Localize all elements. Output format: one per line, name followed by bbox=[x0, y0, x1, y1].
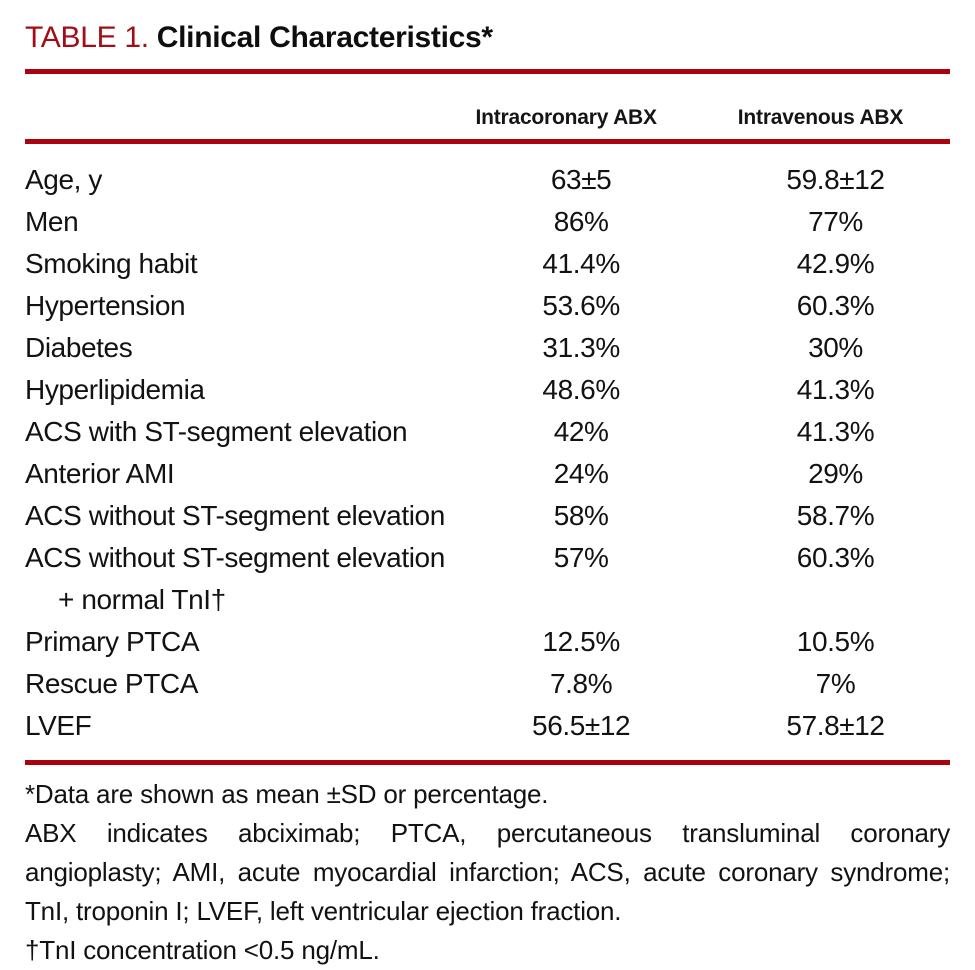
table-row-acs-without-st: ACS without ST-segment elevation 58% 58.… bbox=[25, 495, 950, 537]
table-row-normal-tni-continuation: + normal TnI† bbox=[25, 579, 950, 621]
row-label: Diabetes bbox=[25, 332, 133, 363]
top-rule bbox=[25, 69, 950, 74]
row-label-continuation: + normal TnI† bbox=[58, 584, 226, 615]
table-row-smoking: Smoking habit 41.4% 42.9% bbox=[25, 243, 950, 285]
row-label: Men bbox=[25, 206, 79, 237]
value-intravenous: 41.3% bbox=[796, 416, 875, 447]
value-intracoronary: 57% bbox=[553, 542, 609, 573]
value-intracoronary: 48.6% bbox=[542, 374, 620, 405]
row-label: ACS without ST-segment elevation bbox=[25, 500, 445, 531]
row-label: Hypertension bbox=[25, 290, 186, 321]
table-row-lvef: LVEF 56.5±12 57.8±12 bbox=[25, 705, 950, 747]
value-intracoronary: 63±5 bbox=[550, 164, 612, 195]
table-row-hyperlipidemia: Hyperlipidemia 48.6% 41.3% bbox=[25, 369, 950, 411]
value-intravenous: 10.5% bbox=[796, 626, 875, 657]
value-intracoronary: 58% bbox=[553, 500, 609, 531]
value-intravenous: 77% bbox=[808, 206, 863, 237]
table-row-primary-ptca: Primary PTCA 12.5% 10.5% bbox=[25, 621, 950, 663]
table-row-acs-with-st: ACS with ST-segment elevation 42% 41.3% bbox=[25, 411, 950, 453]
row-label: Rescue PTCA bbox=[25, 668, 198, 699]
value-intravenous: 42.9% bbox=[796, 248, 875, 279]
table-title-text: Clinical Characteristics* bbox=[156, 21, 493, 54]
bottom-rule bbox=[25, 760, 950, 765]
row-label: Smoking habit bbox=[25, 248, 198, 279]
value-intracoronary: 7.8% bbox=[550, 668, 613, 699]
value-intravenous: 60.3% bbox=[796, 290, 875, 321]
row-label: ACS with ST-segment elevation bbox=[25, 416, 408, 447]
value-intravenous: 41.3% bbox=[796, 374, 875, 405]
value-intravenous: 58.7% bbox=[796, 500, 875, 531]
value-intracoronary: 53.6% bbox=[542, 290, 620, 321]
value-intravenous bbox=[691, 579, 950, 621]
table-row-age: Age, y 63±5 59.8±12 bbox=[25, 159, 950, 201]
value-intracoronary: 42% bbox=[553, 416, 609, 447]
data-table: Age, y 63±5 59.8±12 Men 86% 77% Smoking … bbox=[25, 159, 950, 747]
row-label: Anterior AMI bbox=[25, 458, 175, 489]
value-intravenous: 59.8±12 bbox=[786, 164, 885, 195]
col-header-intracoronary-abx: Intracoronary ABX bbox=[475, 106, 657, 129]
table-title: TABLE 1. Clinical Characteristics* bbox=[25, 20, 950, 56]
table-row-hypertension: Hypertension 53.6% 60.3% bbox=[25, 285, 950, 327]
header-rule bbox=[25, 139, 950, 144]
value-intracoronary: 24% bbox=[553, 458, 609, 489]
footnote-data-note: *Data are shown as mean ±SD or percentag… bbox=[25, 779, 549, 809]
value-intracoronary bbox=[441, 579, 691, 621]
header-row: Intracoronary ABX Intravenous ABX bbox=[25, 74, 950, 139]
value-intracoronary: 86% bbox=[553, 206, 609, 237]
table-number-label: TABLE 1. bbox=[25, 21, 149, 54]
value-intracoronary: 56.5±12 bbox=[532, 710, 631, 741]
value-intravenous: 30% bbox=[808, 332, 863, 363]
table-row-acs-without-st-normal-tni: ACS without ST-segment elevation 57% 60.… bbox=[25, 537, 950, 579]
value-intravenous: 57.8±12 bbox=[786, 710, 885, 741]
value-intracoronary: 12.5% bbox=[542, 626, 620, 657]
table-row-anterior-ami: Anterior AMI 24% 29% bbox=[25, 453, 950, 495]
footnote-tni-note: †TnI concentration <0.5 ng/mL. bbox=[25, 935, 380, 965]
value-intravenous: 29% bbox=[808, 458, 863, 489]
table-row-men: Men 86% 77% bbox=[25, 201, 950, 243]
table-row-rescue-ptca: Rescue PTCA 7.8% 7% bbox=[25, 663, 950, 705]
row-label: Primary PTCA bbox=[25, 626, 200, 657]
footnote-abbreviations: ABX indicates abciximab; PTCA, percutane… bbox=[25, 818, 950, 926]
row-label: ACS without ST-segment elevation bbox=[25, 542, 445, 573]
row-label: Age, y bbox=[25, 164, 102, 195]
col-header-intravenous-abx: Intravenous ABX bbox=[737, 106, 904, 129]
table-row-diabetes: Diabetes 31.3% 30% bbox=[25, 327, 950, 369]
value-intravenous: 60.3% bbox=[796, 542, 875, 573]
row-label: Hyperlipidemia bbox=[25, 374, 205, 405]
value-intracoronary: 41.4% bbox=[542, 248, 620, 279]
value-intracoronary: 31.3% bbox=[542, 332, 620, 363]
value-intravenous: 7% bbox=[815, 668, 856, 699]
footnotes: *Data are shown as mean ±SD or percentag… bbox=[25, 775, 950, 970]
row-label: LVEF bbox=[25, 710, 92, 741]
